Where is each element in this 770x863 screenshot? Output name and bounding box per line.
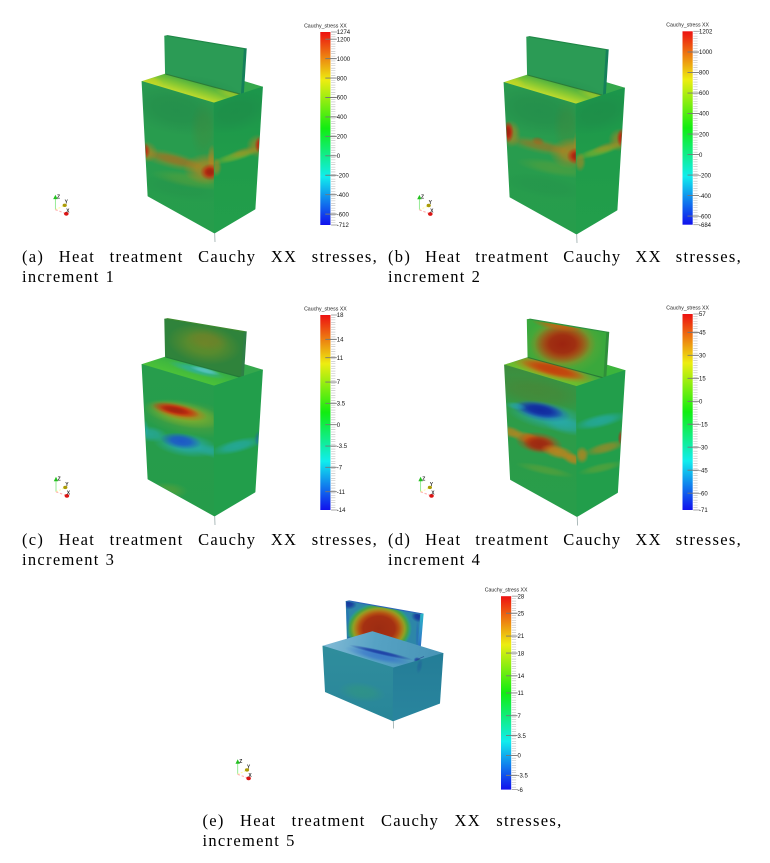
svg-text:1202: 1202 [699, 30, 713, 36]
svg-text:3.5: 3.5 [337, 402, 346, 408]
svg-text:-3.5: -3.5 [518, 774, 529, 780]
svg-text:1000: 1000 [699, 50, 713, 56]
svg-text:1000: 1000 [337, 57, 351, 63]
svg-text:0: 0 [699, 399, 703, 405]
svg-text:Y: Y [247, 764, 251, 770]
svg-text:Z: Z [57, 195, 60, 201]
svg-text:X: X [248, 773, 252, 779]
svg-text:1274: 1274 [337, 30, 351, 36]
svg-text:-7: -7 [337, 466, 343, 472]
svg-text:0: 0 [699, 153, 703, 159]
svg-text:-45: -45 [699, 468, 708, 474]
svg-text:-60: -60 [699, 491, 708, 497]
svg-text:400: 400 [337, 115, 348, 121]
svg-text:0: 0 [337, 423, 341, 429]
svg-text:0: 0 [518, 754, 522, 760]
svg-text:Y: Y [65, 482, 69, 488]
svg-text:200: 200 [337, 135, 348, 141]
svg-text:Z: Z [239, 759, 242, 765]
svg-text:15: 15 [699, 377, 706, 383]
svg-text:-400: -400 [337, 193, 350, 199]
svg-text:Y: Y [430, 482, 434, 488]
svg-text:Y: Y [429, 200, 433, 206]
svg-text:Y: Y [65, 200, 69, 206]
svg-text:45: 45 [699, 331, 706, 337]
svg-text:800: 800 [337, 76, 348, 82]
svg-text:18: 18 [518, 651, 525, 657]
svg-text:800: 800 [699, 71, 710, 77]
svg-text:Cauchy_stress XX: Cauchy_stress XX [485, 588, 528, 594]
svg-text:X: X [67, 490, 71, 496]
svg-text:-15: -15 [699, 422, 708, 428]
svg-text:11: 11 [518, 691, 525, 697]
svg-text:Z: Z [58, 477, 61, 483]
svg-text:-6: -6 [518, 788, 524, 794]
svg-text:Cauchy_stress XX: Cauchy_stress XX [666, 23, 709, 29]
svg-text:Cauchy_stress XX: Cauchy_stress XX [666, 305, 709, 311]
svg-text:-712: -712 [337, 223, 350, 229]
svg-text:-200: -200 [337, 173, 350, 179]
svg-text:28: 28 [518, 594, 525, 600]
svg-text:200: 200 [699, 132, 710, 138]
svg-text:Cauchy_stress XX: Cauchy_stress XX [304, 23, 347, 29]
svg-text:3.5: 3.5 [518, 734, 527, 740]
svg-text:-684: -684 [699, 223, 712, 229]
svg-text:18: 18 [337, 313, 344, 319]
svg-text:-71: -71 [699, 508, 708, 514]
svg-text:25: 25 [518, 611, 525, 617]
svg-text:Cauchy_stress XX: Cauchy_stress XX [304, 306, 347, 312]
svg-text:30: 30 [699, 354, 706, 360]
svg-text:7: 7 [518, 714, 522, 720]
svg-text:14: 14 [337, 338, 344, 344]
svg-text:57: 57 [699, 312, 706, 318]
svg-text:-200: -200 [699, 173, 712, 179]
svg-text:400: 400 [699, 112, 710, 118]
svg-text:1200: 1200 [337, 37, 351, 43]
svg-text:14: 14 [518, 674, 525, 680]
svg-text:600: 600 [337, 96, 348, 102]
svg-text:X: X [66, 208, 70, 214]
svg-text:11: 11 [337, 356, 344, 362]
svg-text:-11: -11 [337, 490, 346, 496]
svg-text:X: X [430, 209, 434, 215]
svg-text:Z: Z [421, 195, 424, 201]
svg-text:-600: -600 [337, 212, 350, 218]
svg-text:7: 7 [337, 380, 341, 386]
svg-text:-400: -400 [699, 194, 712, 200]
svg-text:Z: Z [422, 477, 425, 483]
svg-text:600: 600 [699, 91, 710, 97]
svg-text:X: X [431, 490, 435, 496]
svg-text:21: 21 [518, 634, 525, 640]
svg-text:0: 0 [337, 154, 341, 160]
svg-text:-14: -14 [337, 508, 346, 514]
svg-text:-600: -600 [699, 214, 712, 220]
svg-text:-3.5: -3.5 [337, 444, 348, 450]
svg-text:-30: -30 [699, 445, 708, 451]
